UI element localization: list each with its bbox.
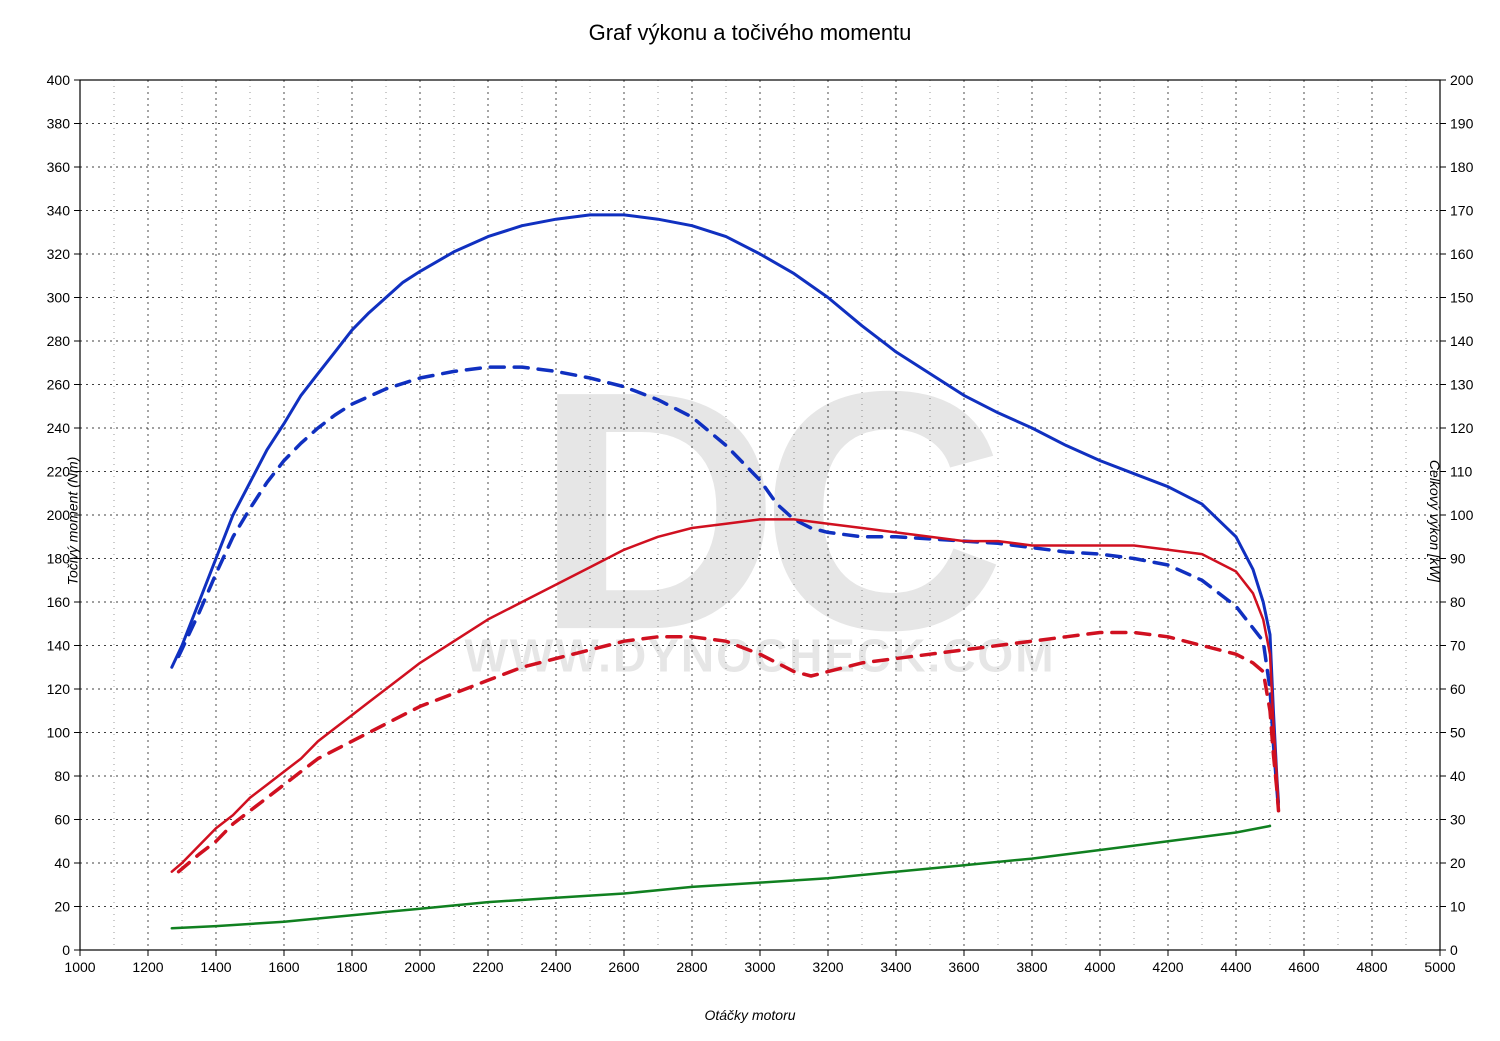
svg-text:120: 120 (1450, 420, 1474, 436)
svg-text:140: 140 (1450, 333, 1474, 349)
svg-text:0: 0 (1450, 942, 1458, 958)
svg-text:320: 320 (47, 246, 71, 262)
svg-text:4400: 4400 (1220, 959, 1251, 975)
svg-text:4600: 4600 (1288, 959, 1319, 975)
svg-text:190: 190 (1450, 116, 1474, 132)
svg-text:1800: 1800 (336, 959, 367, 975)
svg-text:380: 380 (47, 116, 71, 132)
svg-text:100: 100 (47, 725, 71, 741)
svg-text:80: 80 (1450, 594, 1466, 610)
series-loss_green (172, 826, 1270, 928)
svg-text:110: 110 (1450, 464, 1473, 480)
svg-text:40: 40 (1450, 768, 1466, 784)
svg-text:2800: 2800 (676, 959, 707, 975)
svg-text:2400: 2400 (540, 959, 571, 975)
svg-text:160: 160 (1450, 246, 1474, 262)
chart-container: Graf výkonu a točivého momentu Točivý mo… (0, 0, 1500, 1041)
svg-text:10: 10 (1450, 899, 1466, 915)
svg-text:150: 150 (1450, 290, 1474, 306)
svg-text:240: 240 (47, 420, 71, 436)
svg-text:300: 300 (47, 290, 71, 306)
svg-text:30: 30 (1450, 812, 1466, 828)
svg-text:360: 360 (47, 159, 71, 175)
svg-text:2600: 2600 (608, 959, 639, 975)
svg-text:3400: 3400 (880, 959, 911, 975)
svg-text:3800: 3800 (1016, 959, 1047, 975)
svg-text:1000: 1000 (64, 959, 95, 975)
svg-text:400: 400 (47, 72, 71, 88)
svg-text:160: 160 (47, 594, 71, 610)
svg-text:3000: 3000 (744, 959, 775, 975)
svg-text:3200: 3200 (812, 959, 843, 975)
svg-text:140: 140 (47, 638, 71, 654)
svg-text:1400: 1400 (200, 959, 231, 975)
svg-text:220: 220 (47, 464, 71, 480)
svg-text:340: 340 (47, 203, 71, 219)
svg-text:1200: 1200 (132, 959, 163, 975)
svg-text:280: 280 (47, 333, 71, 349)
svg-text:4200: 4200 (1152, 959, 1183, 975)
svg-text:5000: 5000 (1424, 959, 1455, 975)
svg-text:0: 0 (62, 942, 70, 958)
svg-text:60: 60 (54, 812, 70, 828)
svg-text:20: 20 (1450, 855, 1466, 871)
svg-text:2000: 2000 (404, 959, 435, 975)
svg-text:20: 20 (54, 899, 70, 915)
svg-text:3600: 3600 (948, 959, 979, 975)
svg-text:90: 90 (1450, 551, 1466, 567)
svg-text:70: 70 (1450, 638, 1466, 654)
svg-text:60: 60 (1450, 681, 1466, 697)
svg-text:170: 170 (1450, 203, 1474, 219)
svg-text:120: 120 (47, 681, 71, 697)
svg-text:100: 100 (1450, 507, 1474, 523)
svg-text:4000: 4000 (1084, 959, 1115, 975)
svg-text:200: 200 (47, 507, 71, 523)
svg-text:4800: 4800 (1356, 959, 1387, 975)
svg-text:50: 50 (1450, 725, 1466, 741)
svg-text:2200: 2200 (472, 959, 503, 975)
svg-text:130: 130 (1450, 377, 1474, 393)
svg-text:1600: 1600 (268, 959, 299, 975)
svg-text:40: 40 (54, 855, 70, 871)
svg-text:260: 260 (47, 377, 71, 393)
svg-text:180: 180 (47, 551, 71, 567)
svg-text:80: 80 (54, 768, 70, 784)
svg-text:200: 200 (1450, 72, 1474, 88)
chart-svg: DCWWW.DYNOCHECK.COM100012001400160018002… (0, 0, 1500, 1041)
svg-text:180: 180 (1450, 159, 1474, 175)
